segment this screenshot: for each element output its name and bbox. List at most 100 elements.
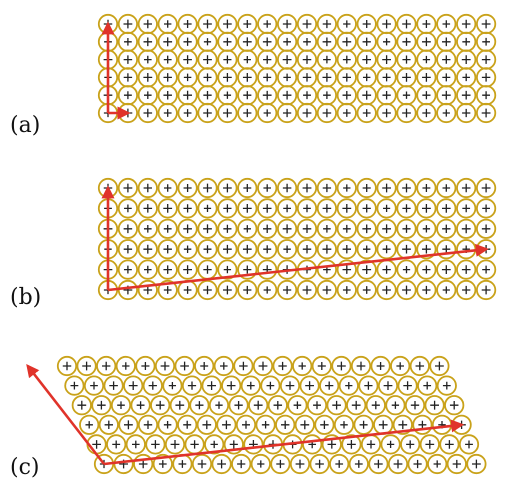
site-plus-marker (243, 225, 251, 233)
lattice-site (356, 67, 377, 88)
lattice-site (250, 453, 271, 475)
site-plus-marker (462, 73, 470, 82)
site-plus-marker (300, 420, 310, 430)
site-circle (456, 259, 477, 280)
site-circle (458, 434, 480, 455)
site-plus-marker (243, 91, 252, 100)
lattice-site (412, 414, 433, 435)
site-circle (257, 259, 278, 280)
site-circle (177, 218, 198, 239)
site-plus-marker (362, 37, 371, 46)
site-circle (257, 198, 278, 219)
site-circle (233, 355, 254, 377)
site-plus-marker (261, 421, 270, 429)
site-plus-marker (131, 440, 140, 449)
lattice-site (456, 177, 477, 199)
site-circle (267, 395, 288, 416)
site-plus-marker (461, 90, 471, 100)
site-circle (177, 259, 198, 280)
site-plus-marker (136, 401, 145, 410)
site-plus-marker (465, 440, 473, 449)
site-circle (276, 239, 298, 260)
site-circle (237, 198, 258, 219)
lattice-site (316, 239, 337, 260)
site-plus-marker (253, 400, 263, 410)
lattice-site (177, 31, 198, 52)
lattice-site (157, 67, 178, 88)
site-plus-marker (122, 362, 130, 370)
site-circle (424, 395, 445, 416)
lattice-site (172, 453, 193, 475)
site-plus-marker (342, 224, 351, 233)
site-plus-marker (124, 420, 133, 430)
site-circle (311, 355, 332, 377)
site-plus-marker (223, 244, 232, 254)
lattice-site (321, 434, 342, 455)
lattice-site (157, 177, 178, 199)
site-circle (329, 453, 350, 475)
lattice-site (197, 239, 218, 260)
site-plus-marker (223, 224, 232, 233)
site-plus-marker (342, 55, 351, 64)
site-plus-marker (472, 459, 481, 469)
lattice-site (177, 198, 198, 219)
site-circle (260, 375, 281, 396)
lattice-site (213, 355, 234, 377)
lattice-site (117, 259, 139, 280)
lattice-site (456, 85, 477, 106)
site-circle (475, 279, 497, 301)
lattice-site (475, 218, 497, 239)
lattice-site (376, 239, 397, 260)
site-plus-marker (143, 420, 153, 430)
site-circle (237, 177, 258, 199)
site-plus-marker (143, 108, 153, 118)
site-plus-marker (243, 108, 252, 118)
lattice-site (142, 375, 163, 396)
lattice-site (237, 102, 258, 124)
lattice-site (296, 13, 318, 35)
site-circle (416, 198, 437, 219)
site-circle (275, 414, 296, 435)
site-circle (316, 218, 337, 239)
lattice-site (257, 279, 278, 301)
site-circle (145, 434, 166, 455)
site-circle (157, 259, 178, 280)
lattice-site (96, 355, 117, 377)
site-circle (333, 414, 355, 435)
lattice-site (137, 198, 158, 219)
lattice-site (197, 259, 218, 280)
site-plus-marker (178, 460, 187, 468)
lattice-site (392, 414, 413, 435)
lattice-site (194, 355, 215, 377)
lattice-site (157, 198, 178, 219)
lattice-site (237, 218, 258, 239)
site-circle (299, 375, 320, 396)
lattice-site (137, 102, 158, 124)
lattice-site (456, 13, 477, 35)
site-circle (436, 177, 457, 199)
site-circle (338, 375, 359, 396)
lattice-site (416, 239, 437, 260)
lattice-site (181, 375, 203, 396)
lattice-site (231, 453, 252, 475)
lattice-site (370, 355, 391, 377)
lattice-site (353, 414, 374, 435)
lattice-site (237, 49, 258, 70)
site-circle (287, 395, 308, 416)
lattice-site (296, 49, 318, 70)
site-plus-marker (422, 108, 431, 118)
site-circle (137, 198, 158, 219)
site-plus-marker (210, 440, 218, 449)
site-circle (353, 414, 374, 435)
site-plus-marker (183, 265, 192, 274)
site-circle (211, 453, 232, 475)
site-plus-marker (92, 440, 101, 449)
site-plus-marker (342, 73, 352, 82)
lattice-site (436, 31, 457, 52)
site-circle (475, 218, 497, 239)
lattice-site (296, 31, 318, 52)
site-circle (157, 414, 178, 435)
lattice-site (390, 355, 411, 377)
site-plus-marker (481, 73, 491, 82)
site-circle (152, 453, 173, 475)
